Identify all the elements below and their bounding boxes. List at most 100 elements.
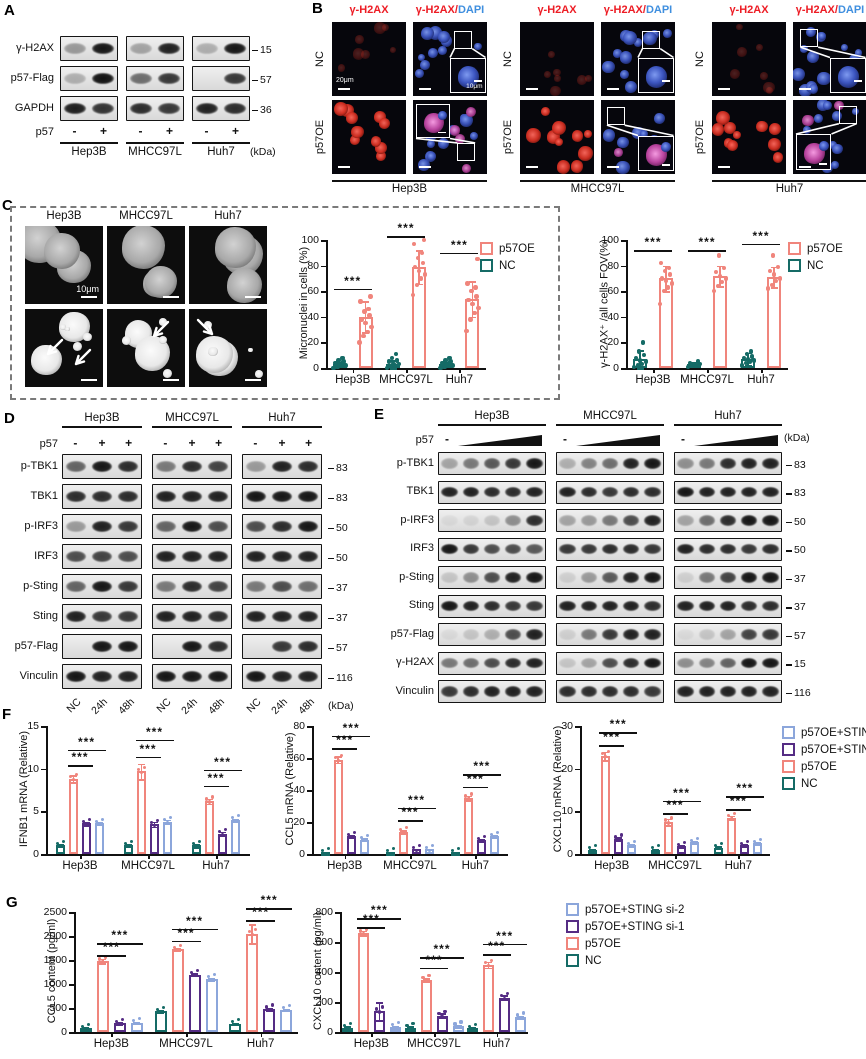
x-tick bbox=[475, 854, 477, 859]
protein-band bbox=[559, 657, 576, 669]
micronucleus-arrow-icon bbox=[46, 338, 64, 356]
blot-lane bbox=[557, 510, 578, 531]
cell-nucleus bbox=[769, 123, 782, 136]
lane-sign: + bbox=[98, 436, 106, 450]
data-point bbox=[422, 272, 428, 277]
data-point bbox=[765, 286, 771, 291]
legend-swatch bbox=[782, 777, 795, 790]
p57-row-label: p57 bbox=[39, 438, 58, 450]
minus-sign: - bbox=[563, 432, 567, 446]
blot-lane bbox=[155, 37, 183, 60]
protein-band bbox=[224, 102, 246, 115]
protein-band bbox=[580, 572, 598, 583]
data-point bbox=[430, 843, 435, 847]
cell-nucleus bbox=[547, 51, 555, 59]
data-point bbox=[744, 351, 750, 357]
data-point bbox=[152, 823, 157, 827]
x-tick bbox=[675, 854, 677, 859]
antibody-label: p57-Flag bbox=[14, 639, 58, 652]
blot-box bbox=[152, 484, 232, 509]
data-point bbox=[123, 841, 128, 846]
blot-lane bbox=[115, 485, 141, 508]
blot-lane bbox=[717, 453, 738, 474]
blot-lane bbox=[621, 653, 642, 674]
y-tick bbox=[621, 291, 626, 293]
data-point bbox=[81, 1024, 85, 1028]
x-category-label: MHCC97L bbox=[407, 1038, 461, 1050]
data-point bbox=[408, 1026, 412, 1031]
blot-lane bbox=[557, 482, 578, 503]
cell-nucleus bbox=[355, 35, 364, 44]
y-axis-title: CCL5 content (pg/ml) bbox=[46, 918, 58, 1024]
blot-lane bbox=[179, 635, 205, 658]
y-tick bbox=[41, 768, 46, 771]
blot-lane bbox=[642, 681, 663, 702]
blot-box bbox=[438, 623, 546, 646]
legend-item: p57OE+STING si-2 bbox=[566, 903, 684, 916]
bar-p57oe-sting-si-1 bbox=[188, 974, 201, 1032]
protein-band bbox=[117, 670, 139, 683]
data-point bbox=[631, 364, 637, 369]
significance-stars: *** bbox=[344, 273, 362, 288]
protein-band bbox=[559, 486, 576, 498]
protein-band bbox=[462, 572, 480, 583]
data-point bbox=[693, 363, 699, 368]
error-bar-cap bbox=[248, 924, 256, 926]
blot-lane bbox=[524, 567, 545, 588]
panel-label-e: E bbox=[374, 406, 385, 423]
cell-line-label: Huh7 bbox=[714, 410, 742, 422]
error-bar-cap bbox=[465, 795, 473, 798]
y-tick-label: 40 bbox=[293, 784, 305, 796]
protein-band bbox=[644, 458, 661, 469]
blot-lane bbox=[675, 596, 696, 617]
blot-lane bbox=[578, 453, 599, 474]
significance-line bbox=[420, 957, 464, 959]
data-point bbox=[415, 255, 421, 261]
protein-band bbox=[762, 543, 779, 555]
cell-nucleus bbox=[854, 49, 863, 57]
scale-bar bbox=[526, 88, 538, 91]
protein-band bbox=[559, 572, 576, 583]
data-point bbox=[443, 358, 448, 363]
blot-lane bbox=[503, 510, 524, 531]
protein-band bbox=[601, 515, 619, 526]
blot-lane bbox=[269, 635, 295, 658]
cell-nucleus bbox=[736, 23, 744, 31]
dose-wedge-icon bbox=[458, 435, 542, 446]
cell-nucleus bbox=[832, 144, 843, 155]
data-point bbox=[756, 842, 760, 846]
data-point bbox=[364, 927, 368, 931]
error-bar-cap bbox=[375, 1020, 383, 1022]
data-point bbox=[393, 1026, 397, 1030]
kda-tick bbox=[786, 578, 792, 581]
error-bar bbox=[665, 265, 667, 292]
protein-band bbox=[65, 520, 87, 533]
kda-tick bbox=[252, 79, 258, 82]
blot-lane bbox=[115, 665, 141, 688]
kda-tick bbox=[328, 467, 334, 470]
dapi-image-normal bbox=[189, 226, 267, 304]
data-point bbox=[759, 837, 763, 841]
bar-p57oe bbox=[357, 933, 369, 1032]
cell-nucleus bbox=[449, 125, 461, 136]
legend-swatch bbox=[782, 726, 795, 739]
data-point bbox=[640, 340, 646, 345]
error-bar bbox=[418, 250, 420, 284]
dapi-image-micronuclei bbox=[25, 309, 103, 387]
panel-e-western-blot: Hep3B MHCC97L Huh7 p57- - - p-TBK1 83 TBK1 83 p-IR… bbox=[350, 408, 866, 715]
blot-lane bbox=[642, 510, 663, 531]
kda-label: 116 bbox=[794, 686, 811, 699]
data-point bbox=[641, 353, 647, 358]
legend-label: p57OE bbox=[807, 242, 843, 255]
cell-nucleus bbox=[662, 29, 672, 39]
data-point bbox=[470, 792, 474, 796]
cell-nucleus bbox=[617, 136, 629, 149]
blot-lane bbox=[89, 605, 115, 628]
x-category-label: MHCC97L bbox=[383, 860, 437, 872]
blot-lane bbox=[269, 515, 295, 538]
data-point bbox=[104, 955, 108, 959]
y-tick bbox=[321, 342, 326, 344]
cell-line-label: MHCC97L bbox=[119, 210, 173, 222]
bar-p57oe bbox=[464, 798, 474, 854]
inset-scale-bar bbox=[661, 80, 670, 83]
